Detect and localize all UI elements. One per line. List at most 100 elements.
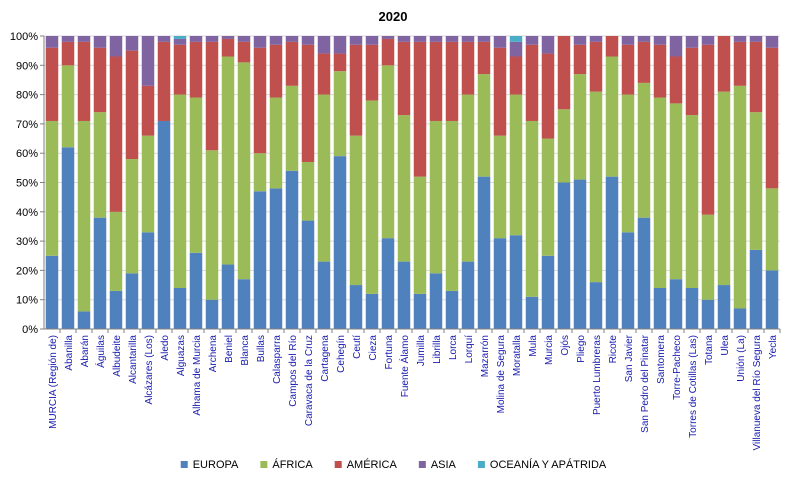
bar-segment bbox=[701, 214, 715, 300]
bar-segment bbox=[365, 44, 379, 101]
x-tick-label: San Pedro del Pinatar bbox=[640, 334, 651, 433]
x-tick-label: Puerto Lumbreras bbox=[592, 335, 603, 415]
bar-segment bbox=[125, 159, 139, 274]
bar-segment bbox=[77, 311, 91, 329]
bars bbox=[45, 36, 779, 329]
bar-segment bbox=[333, 71, 347, 157]
legend-swatch bbox=[418, 461, 426, 468]
x-tick-label: Torre-Pacheco bbox=[672, 335, 683, 400]
bar-segment bbox=[221, 38, 235, 57]
bar-segment bbox=[749, 249, 763, 329]
bar-segment bbox=[93, 47, 107, 113]
bar-segment bbox=[557, 182, 571, 329]
bar-segment bbox=[493, 238, 507, 329]
bar-segment bbox=[157, 41, 171, 121]
bar-segment bbox=[589, 36, 603, 42]
bar-segment bbox=[637, 36, 651, 42]
bar-segment bbox=[541, 138, 555, 256]
bar-segment bbox=[381, 238, 395, 329]
bar-segment bbox=[45, 255, 59, 329]
bar-segment bbox=[589, 282, 603, 329]
y-axis-ticks: 0% 10% 20% 30% 40% 50% 60% 70% 80% 90% 100% bbox=[10, 31, 38, 336]
bar-segment bbox=[445, 41, 459, 121]
bar-segment bbox=[77, 120, 91, 312]
bar-segment bbox=[381, 38, 395, 66]
x-tick-label: Bullas bbox=[256, 335, 267, 362]
bar-segment bbox=[413, 41, 427, 177]
bar-segment bbox=[77, 36, 91, 42]
bar-segment bbox=[701, 44, 715, 215]
x-tick-label: Molina de Segura bbox=[496, 335, 507, 414]
bar-segment bbox=[205, 150, 219, 300]
x-tick-label: Fortuna bbox=[384, 335, 395, 370]
bar-segment bbox=[93, 217, 107, 329]
x-tick-label: Albudeite bbox=[112, 335, 123, 377]
bar-segment bbox=[381, 65, 395, 239]
bar-segment bbox=[573, 44, 587, 75]
legend-swatch bbox=[477, 461, 485, 468]
legend-label: ASIA bbox=[431, 459, 457, 471]
bar-segment bbox=[701, 36, 715, 45]
x-tick-label: Cartagena bbox=[320, 335, 331, 382]
y-tick-label: 100% bbox=[10, 31, 38, 43]
x-tick-label: Mazarrón bbox=[480, 335, 491, 377]
bar-segment bbox=[317, 36, 331, 54]
bar-segment bbox=[189, 252, 203, 329]
bar-segment bbox=[349, 36, 363, 45]
y-tick-label: 70% bbox=[16, 119, 38, 131]
bar-segment bbox=[93, 36, 107, 48]
bar-segment bbox=[637, 41, 651, 83]
bar-segment bbox=[109, 36, 123, 57]
bar-segment bbox=[685, 36, 699, 48]
bar-segment bbox=[253, 47, 267, 154]
bar-segment bbox=[669, 279, 683, 329]
bar-segment bbox=[685, 115, 699, 288]
bar-segment bbox=[429, 120, 443, 274]
bar-segment bbox=[765, 188, 779, 271]
bar-segment bbox=[477, 36, 491, 42]
x-tick-label: Calasparra bbox=[272, 335, 283, 384]
bar-segment bbox=[637, 217, 651, 329]
bar-segment bbox=[573, 179, 587, 329]
x-tick-label: Moratalla bbox=[512, 335, 523, 377]
bar-segment bbox=[541, 36, 555, 54]
bar-segment bbox=[541, 255, 555, 329]
bar-segment bbox=[189, 36, 203, 42]
bar-segment bbox=[589, 91, 603, 283]
x-tick-label: Alcázares (Los) bbox=[144, 335, 155, 404]
bar-segment bbox=[349, 44, 363, 136]
bar-segment bbox=[669, 56, 683, 104]
bar-segment bbox=[525, 296, 539, 329]
bar-segment bbox=[285, 41, 299, 86]
bar-segment bbox=[285, 36, 299, 42]
bar-segment bbox=[621, 44, 635, 95]
x-tick-label: Cehegín bbox=[336, 335, 347, 373]
y-tick-label: 20% bbox=[16, 265, 38, 277]
bar-segment bbox=[429, 36, 443, 42]
bar-segment bbox=[653, 287, 667, 329]
bar-segment bbox=[77, 41, 91, 121]
x-tick-label: Alhama de Murcia bbox=[192, 335, 203, 416]
bar-segment bbox=[685, 47, 699, 116]
bar-segment bbox=[605, 176, 619, 329]
bar-segment bbox=[477, 176, 491, 329]
bar-segment bbox=[365, 293, 379, 329]
bar-segment bbox=[45, 47, 59, 121]
bar-segment bbox=[525, 44, 539, 121]
bar-segment bbox=[301, 161, 315, 221]
bar-segment bbox=[381, 36, 395, 39]
x-tick-label: Blanca bbox=[240, 335, 251, 366]
bar-segment bbox=[397, 41, 411, 116]
x-tick-label: Totana bbox=[704, 335, 715, 365]
x-tick-label: Lorquí bbox=[464, 335, 475, 364]
bar-segment bbox=[749, 112, 763, 250]
bar-segment bbox=[461, 94, 475, 262]
bar-segment bbox=[173, 287, 187, 329]
bar-segment bbox=[253, 153, 267, 192]
x-tick-label: Pliego bbox=[576, 335, 587, 363]
bar-segment bbox=[733, 41, 747, 86]
x-tick-label: Caravaca de la Cruz bbox=[304, 335, 315, 426]
bar-segment bbox=[349, 285, 363, 329]
bar-segment bbox=[365, 100, 379, 294]
bar-segment bbox=[765, 36, 779, 48]
